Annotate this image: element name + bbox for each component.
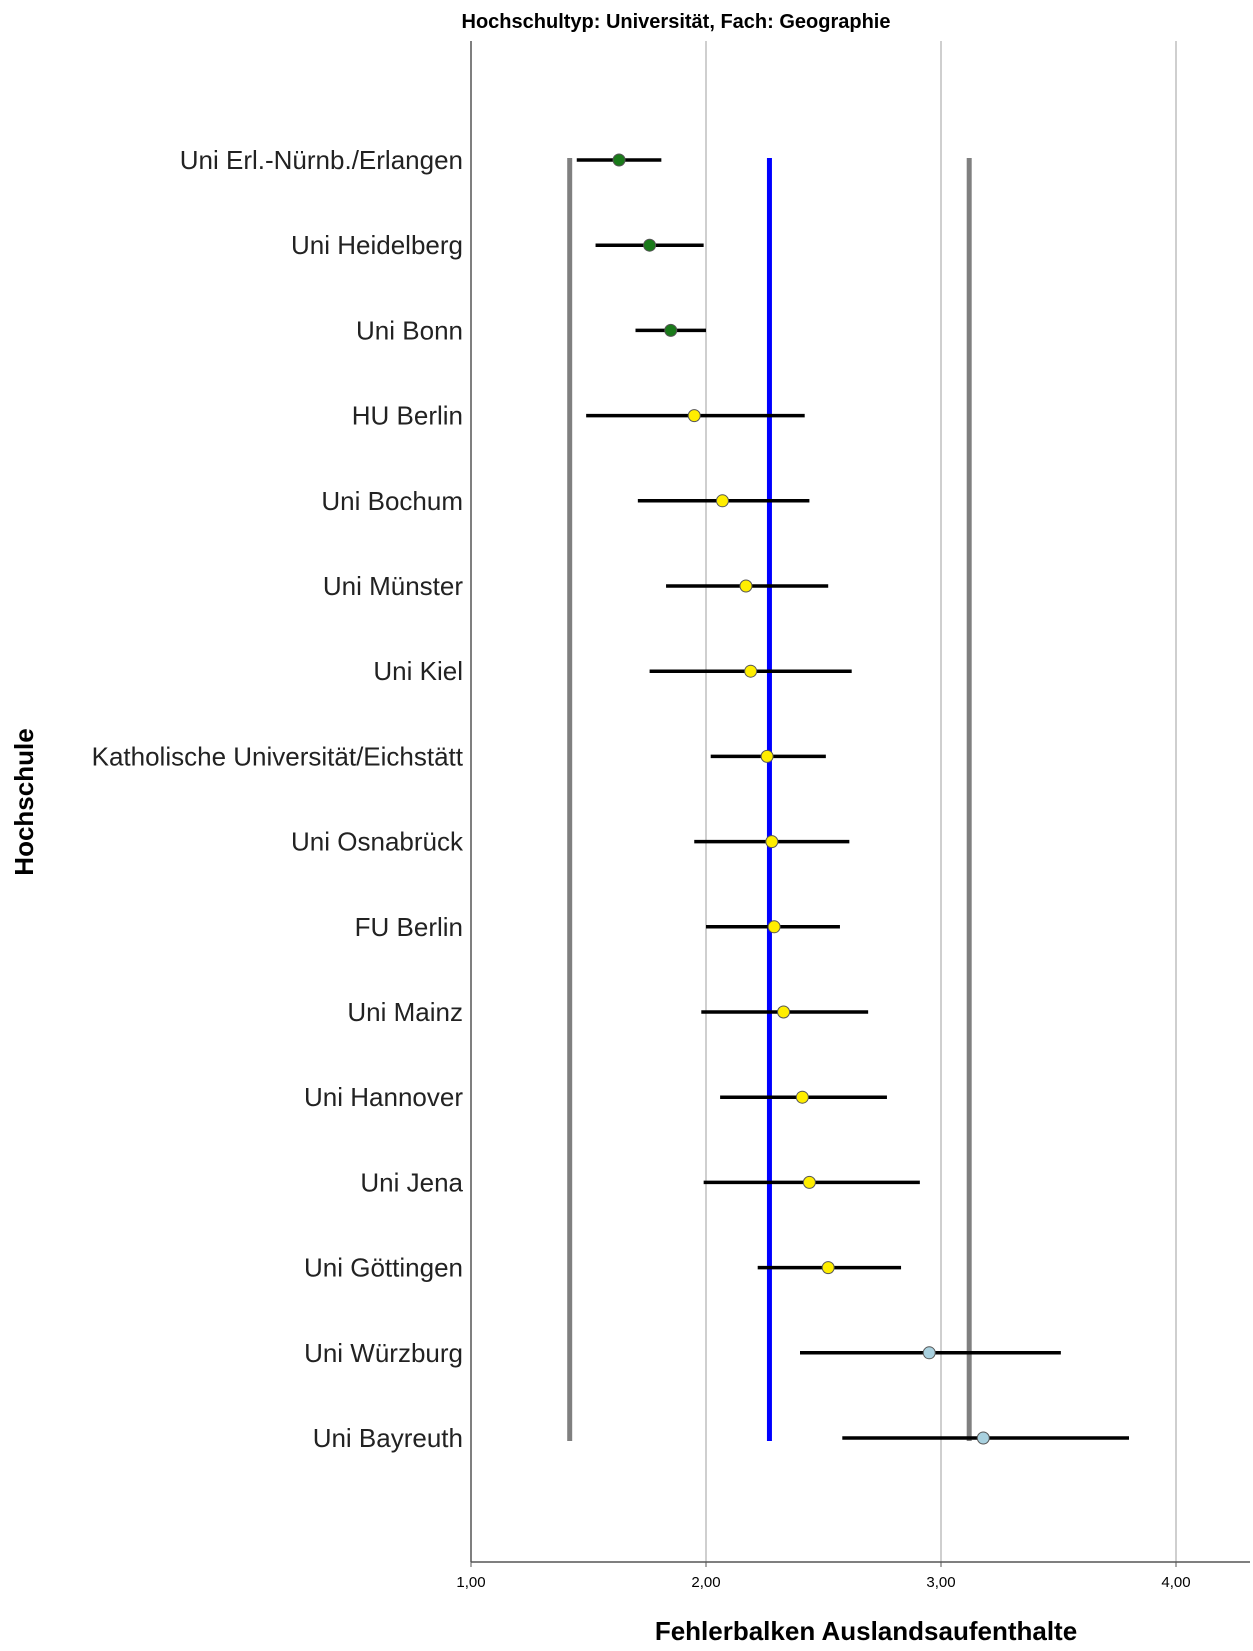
mean-point xyxy=(715,494,729,508)
category-label: Uni Osnabrück xyxy=(291,827,464,857)
mean-points xyxy=(612,153,990,1445)
category-label: Uni Bonn xyxy=(356,315,463,345)
mean-point xyxy=(765,835,779,849)
category-label: Uni Würzburg xyxy=(304,1338,463,1368)
mean-point xyxy=(802,1175,816,1189)
mean-point xyxy=(643,238,657,252)
error-bars xyxy=(576,158,1129,1440)
mean-point xyxy=(767,920,781,934)
category-label: Uni Münster xyxy=(323,571,463,601)
mean-point xyxy=(744,664,758,678)
x-tick-label: 2,00 xyxy=(691,1574,720,1591)
category-label: Uni Heidelberg xyxy=(291,230,463,260)
category-label: Uni Kiel xyxy=(373,656,463,686)
category-label: Uni Erl.-Nürnb./Erlangen xyxy=(180,145,463,175)
mean-point xyxy=(976,1431,990,1445)
category-label: Uni Mainz xyxy=(347,997,463,1027)
reference-lines xyxy=(567,158,972,1441)
mean-point xyxy=(612,153,626,167)
x-tick-labels: 1,00 2,00 3,00 4,00 xyxy=(456,1562,1191,1591)
x-tick-label: 3,00 xyxy=(926,1574,955,1591)
mean-point xyxy=(760,749,774,763)
category-label: Katholische Universität/Eichstätt xyxy=(92,741,464,771)
mean-point xyxy=(922,1346,936,1360)
category-label: FU Berlin xyxy=(355,912,463,942)
mean-point xyxy=(821,1261,835,1275)
category-labels: Uni Erl.-Nürnb./Erlangen Uni Heidelberg Un… xyxy=(92,145,464,1453)
category-label: Uni Hannover xyxy=(304,1082,463,1112)
mean-point xyxy=(664,323,678,337)
category-label: Uni Bochum xyxy=(321,486,463,516)
mean-point xyxy=(739,579,753,593)
mean-point xyxy=(777,1005,791,1019)
x-tick-label: 4,00 xyxy=(1161,1574,1190,1591)
category-label: Uni Bayreuth xyxy=(313,1423,463,1453)
x-axis-title: Fehlerbalken Auslandsaufenthalte xyxy=(655,1616,1077,1646)
mean-point xyxy=(687,409,701,423)
chart-title: Hochschultyp: Universität, Fach: Geograp… xyxy=(462,11,891,33)
category-label: Uni Göttingen xyxy=(304,1253,463,1283)
grid-lines xyxy=(705,41,1177,1562)
y-axis-title: Hochschule xyxy=(9,728,39,875)
category-label: HU Berlin xyxy=(352,401,463,431)
category-label: Uni Jena xyxy=(360,1167,463,1197)
x-tick-label: 1,00 xyxy=(456,1574,485,1591)
mean-point xyxy=(795,1090,809,1104)
